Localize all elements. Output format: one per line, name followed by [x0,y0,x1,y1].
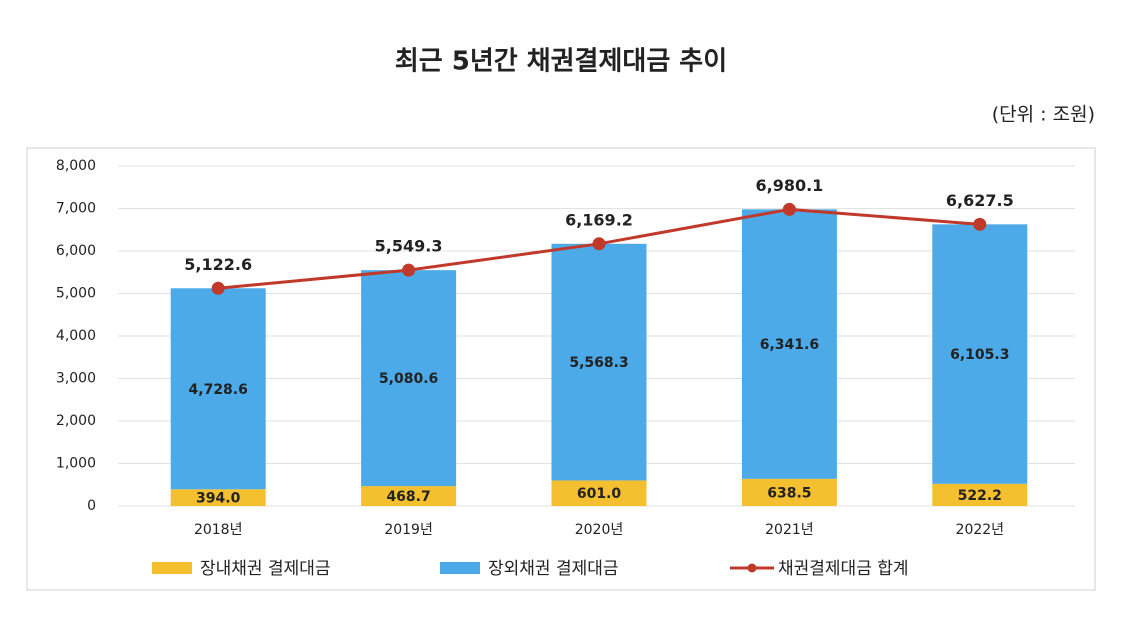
total-point [973,217,987,231]
x-tick-label: 2018년 [194,522,243,538]
bar-segment [741,209,837,479]
bar-segment [170,288,266,490]
value-label: 601.0 [577,486,622,502]
value-label: 6,341.6 [760,337,819,353]
legend-swatch [440,562,480,574]
value-label: 6,627.5 [946,191,1014,210]
legend-label: 장내채권 결제대금 [200,559,331,579]
legend-label: 채권결제대금 합계 [778,559,909,579]
value-label: 5,122.6 [184,255,252,274]
x-tick-label: 2020년 [575,522,624,538]
x-tick-label: 2021년 [765,522,814,538]
y-tick-label: 5,000 [56,286,96,302]
legend-label: 장외채권 결제대금 [488,559,619,579]
bar-segment [170,489,266,506]
y-tick-label: 7,000 [56,201,96,217]
unit-note: (단위 : 조원) [992,104,1095,126]
chart-frame [26,147,1096,591]
bar-segment [932,483,1028,506]
total-point [402,263,416,277]
y-tick-label: 0 [87,498,96,514]
value-label: 5,080.6 [379,371,438,387]
y-tick-label: 1,000 [56,456,96,472]
value-label: 5,568.3 [569,355,628,371]
value-label: 468.7 [386,489,430,505]
y-tick-label: 6,000 [56,243,96,259]
value-label: 6,169.2 [565,210,633,229]
total-point [782,202,796,216]
y-tick-label: 8,000 [56,158,96,174]
y-tick-label: 3,000 [56,371,96,387]
bar-segment [932,224,1028,484]
bar-segment [551,480,647,506]
value-label: 5,549.3 [375,237,443,256]
value-label: 4,728.6 [189,382,248,398]
value-label: 638.5 [767,485,811,501]
chart-title: 최근 5년간 채권결제대금 추이 [395,47,727,77]
value-label: 6,980.1 [755,176,823,195]
x-tick-label: 2019년 [384,522,433,538]
y-tick-label: 4,000 [56,328,96,344]
value-label: 394.0 [196,491,241,507]
y-tick-label: 2,000 [56,413,96,429]
legend-swatch [152,562,192,574]
x-tick-label: 2022년 [956,522,1005,538]
value-label: 522.2 [958,488,1002,504]
bar-segment [741,478,837,506]
total-point [592,237,606,251]
bar-segment [361,486,457,506]
bar-segment [551,243,647,481]
bar-segment [361,270,457,487]
total-point [211,281,225,295]
value-label: 6,105.3 [950,347,1009,363]
legend-marker [747,563,757,573]
